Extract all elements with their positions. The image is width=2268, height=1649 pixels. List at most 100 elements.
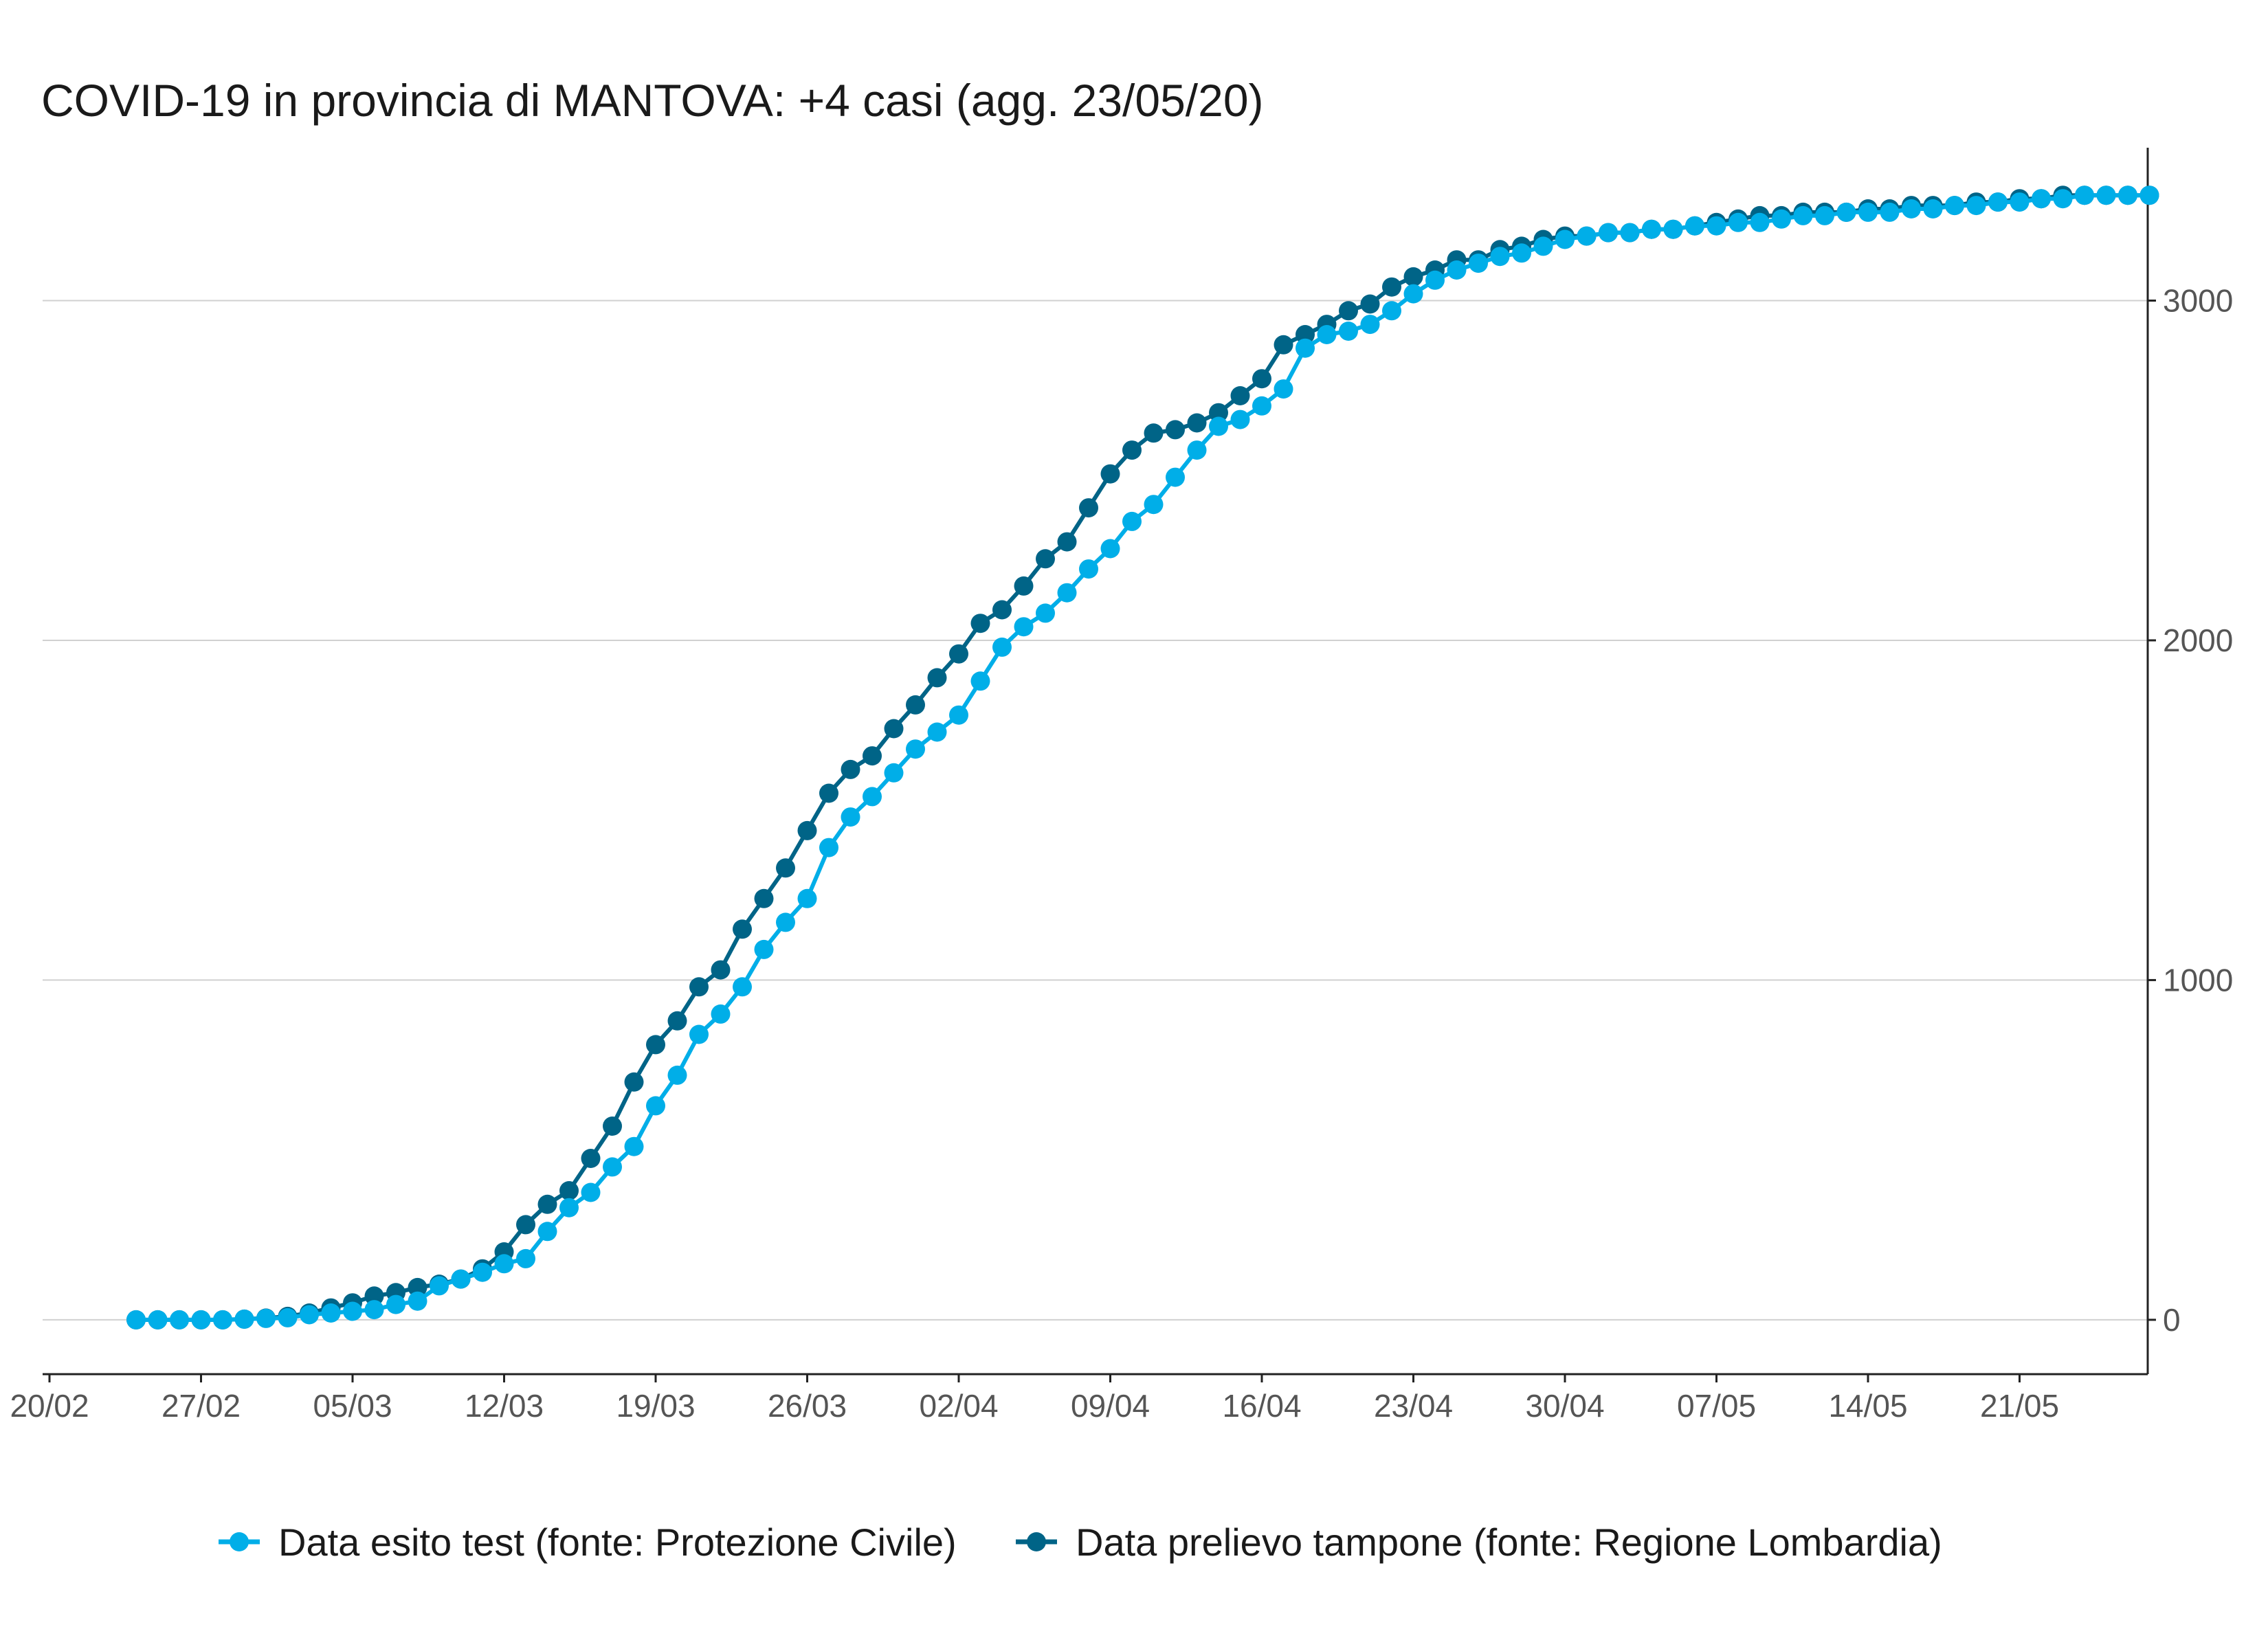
series-point-0-88: [2032, 189, 2051, 209]
series-point-0-2: [170, 1310, 189, 1330]
series-point-0-77: [1793, 205, 1813, 225]
legend-swatch-marker-esito: [230, 1532, 249, 1551]
series-point-1-43: [1057, 532, 1077, 552]
series-point-1-31: [797, 820, 817, 840]
series-point-0-14: [430, 1276, 449, 1296]
series-point-0-89: [2053, 189, 2073, 209]
series-point-1-39: [970, 614, 990, 633]
gridlines: [43, 300, 2148, 1321]
series-point-0-16: [473, 1262, 492, 1282]
x-tick-label-3: 12/03: [465, 1388, 544, 1424]
series-point-1-34: [863, 746, 882, 766]
series-point-0-39: [970, 671, 990, 691]
series-point-1-45: [1100, 464, 1120, 484]
series-point-1-36: [906, 695, 925, 715]
series-point-0-90: [2075, 186, 2094, 205]
series-point-0-40: [992, 637, 1012, 657]
chart-title: COVID-19 in provincia di MANTOVA: +4 cas…: [41, 75, 1264, 126]
series-point-1-23: [624, 1072, 644, 1092]
series-point-0-80: [1858, 202, 1878, 222]
series-point-0-51: [1230, 410, 1250, 429]
series-point-0-1: [148, 1310, 168, 1330]
series-point-0-12: [386, 1294, 405, 1314]
series-point-0-68: [1599, 223, 1618, 243]
series-point-0-21: [581, 1182, 601, 1202]
series-point-0-57: [1360, 315, 1380, 335]
axes: [43, 148, 2149, 1376]
series-point-0-48: [1166, 467, 1185, 487]
series-point-1-20: [559, 1181, 579, 1200]
series-point-1-19: [537, 1194, 557, 1214]
series-point-0-38: [949, 705, 968, 725]
x-tick-label-6: 02/04: [919, 1388, 998, 1424]
series-point-0-22: [603, 1157, 622, 1177]
series-point-0-47: [1144, 495, 1164, 515]
series-point-0-17: [494, 1254, 514, 1274]
series-point-1-48: [1166, 420, 1185, 440]
series-point-0-44: [1079, 559, 1098, 579]
series-point-1-57: [1360, 294, 1380, 314]
legend: Data esito test (fonte: Protezione Civil…: [219, 1521, 1942, 1564]
series: [126, 186, 2159, 1330]
legend-item-prelievo: Data prelievo tampone (fonte: Regione Lo…: [1016, 1521, 1942, 1564]
series-point-0-76: [1772, 209, 1791, 229]
series-point-0-7: [278, 1308, 298, 1327]
x-tick-label-8: 16/04: [1222, 1388, 1301, 1424]
series-point-0-43: [1057, 583, 1077, 603]
series-point-1-24: [646, 1035, 665, 1055]
series-point-0-79: [1836, 202, 1856, 222]
series-point-1-30: [776, 858, 795, 878]
series-point-1-27: [711, 960, 731, 980]
series-point-0-70: [1642, 219, 1661, 239]
series-point-1-35: [884, 719, 904, 739]
series-0: [126, 186, 2159, 1330]
series-point-0-83: [1923, 199, 1943, 218]
series-point-0-71: [1663, 219, 1683, 239]
series-point-0-65: [1533, 236, 1553, 256]
series-point-0-0: [126, 1310, 146, 1330]
series-point-0-72: [1685, 216, 1704, 236]
series-point-0-9: [321, 1303, 341, 1323]
series-point-1-11: [364, 1286, 384, 1306]
series-point-0-64: [1512, 243, 1531, 263]
series-point-0-54: [1296, 338, 1315, 358]
legend-label-prelievo: Data prelievo tampone (fonte: Regione Lo…: [1076, 1521, 1942, 1564]
series-point-0-15: [451, 1269, 471, 1289]
series-point-0-20: [559, 1198, 579, 1218]
series-point-1-53: [1274, 335, 1293, 355]
series-point-1-25: [667, 1011, 687, 1031]
series-point-0-63: [1490, 247, 1510, 267]
series-point-0-56: [1339, 322, 1358, 341]
series-point-0-32: [819, 838, 838, 857]
series-point-0-45: [1100, 539, 1120, 559]
series-point-1-54: [1296, 325, 1315, 344]
series-point-0-4: [213, 1310, 232, 1330]
series-point-0-84: [1945, 196, 1964, 216]
legend-label-esito: Data esito test (fonte: Protezione Civil…: [278, 1521, 957, 1564]
series-point-0-33: [841, 807, 860, 827]
series-point-1-21: [581, 1149, 601, 1168]
x-tick-label-9: 23/04: [1374, 1388, 1453, 1424]
x-tick-label-0: 20/02: [10, 1388, 89, 1424]
series-point-0-74: [1728, 212, 1748, 232]
series-point-0-46: [1122, 511, 1142, 531]
series-point-0-41: [1014, 617, 1034, 637]
series-point-0-8: [300, 1305, 319, 1325]
series-point-1-50: [1209, 403, 1228, 423]
series-point-0-11: [364, 1300, 384, 1320]
series-point-0-27: [711, 1004, 731, 1024]
series-point-0-6: [256, 1308, 276, 1328]
series-point-0-36: [906, 739, 925, 759]
x-tick-label-1: 27/02: [162, 1388, 241, 1424]
series-point-0-26: [689, 1024, 709, 1044]
series-point-1-41: [1014, 576, 1034, 596]
x-axis-ticks: 20/02 27/02 05/03 12/03 19/03 26/03 02/04 09/04…: [10, 1374, 2059, 1424]
series-point-0-73: [1706, 216, 1726, 236]
series-point-0-85: [1966, 196, 1986, 216]
series-point-0-67: [1577, 226, 1597, 246]
series-point-0-30: [776, 912, 795, 932]
series-point-1-28: [733, 919, 752, 939]
series-point-1-33: [841, 759, 860, 779]
series-line-0: [136, 193, 2150, 1322]
